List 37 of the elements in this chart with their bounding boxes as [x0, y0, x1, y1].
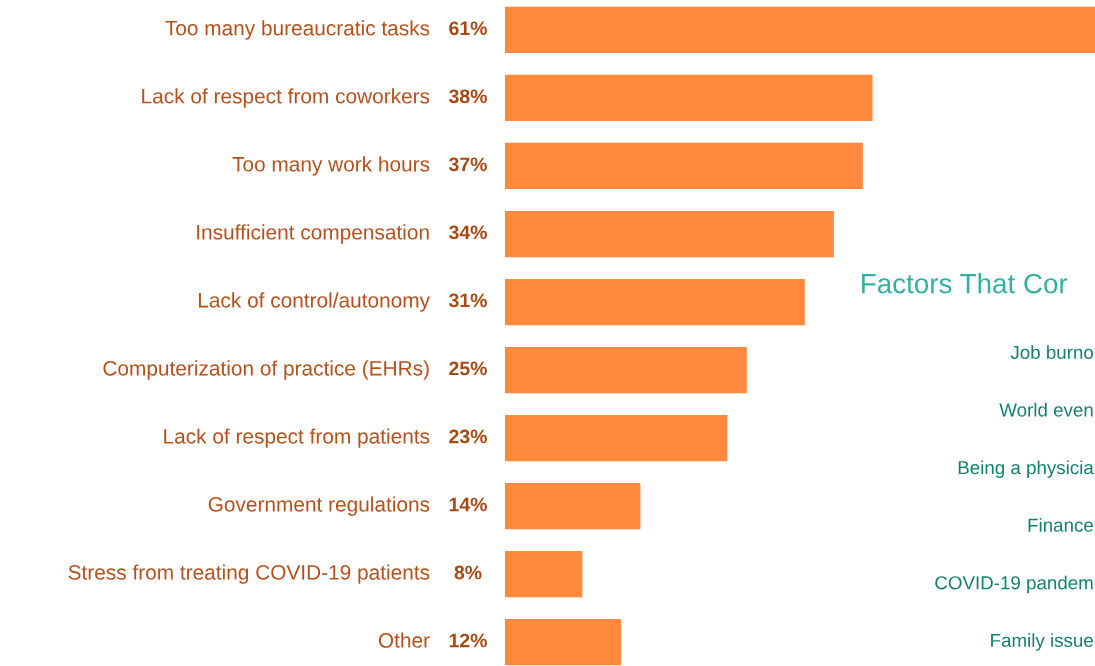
data-label: 14% — [449, 497, 487, 512]
bar — [505, 619, 622, 666]
data-label: 25% — [449, 361, 487, 376]
annotation: COVID-19 pandem — [935, 575, 1093, 594]
annotation: Finance — [1028, 518, 1093, 532]
bar — [505, 6, 1095, 54]
bar — [505, 551, 583, 598]
data-label: 23% — [449, 429, 487, 444]
bar — [505, 414, 728, 462]
annotation: Family issue — [991, 633, 1093, 651]
data-label: 61% — [449, 21, 487, 36]
y-tick-label: Insufficient compensation — [197, 224, 429, 244]
text: Factors That Cor — [862, 273, 1068, 294]
y-tick-label: Stress from treating COVID-19 patients — [68, 564, 430, 584]
data-label: 37% — [448, 157, 487, 172]
bar — [505, 142, 863, 190]
data-label: 38% — [448, 89, 487, 104]
annotation: Being a physicia — [958, 460, 1094, 478]
data-label: 31% — [448, 293, 487, 308]
data-label: 12% — [449, 633, 487, 648]
y-tick-label: Other — [378, 632, 430, 648]
y-tick-label: Too many work hours — [232, 156, 430, 176]
y-tick-label: Lack of respect from coworkers — [142, 88, 430, 108]
bar — [505, 74, 873, 122]
bar — [505, 483, 641, 530]
data-label: 8% — [454, 565, 482, 580]
y-tick-label: Too many bureaucratic tasks — [165, 20, 430, 40]
y-tick-label: Government regulations — [208, 496, 430, 516]
annotation: Job burno — [1010, 345, 1093, 360]
data-label: 34% — [448, 225, 487, 240]
y-tick-label: Lack of control/autonomy — [198, 292, 430, 312]
bar — [505, 346, 747, 394]
y-tick-label: Lack of respect from patients — [164, 428, 430, 448]
bar — [505, 210, 834, 258]
bar — [505, 278, 805, 326]
y-tick-label: Computerization of practice (EHRs) — [103, 360, 429, 380]
annotation: World even — [999, 402, 1093, 417]
